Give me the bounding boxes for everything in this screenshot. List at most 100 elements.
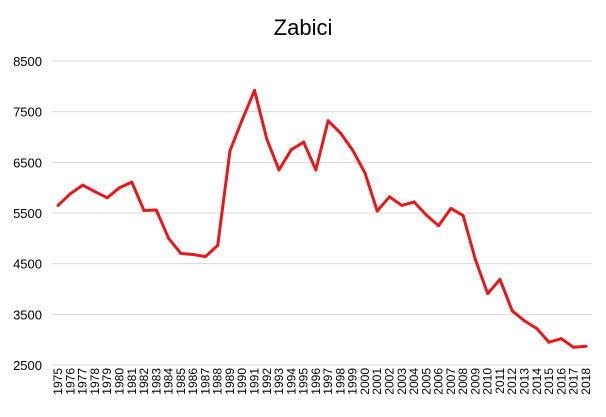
data-point [228,149,232,153]
x-tick-label: 1977 [76,368,90,395]
x-tick-label: 2013 [518,368,532,395]
data-point [338,131,342,135]
x-tick-label: 2015 [542,368,556,395]
data-point [486,292,490,296]
data-point [265,137,269,141]
x-tick-label: 2014 [530,368,544,395]
x-tick-label: 2003 [395,368,409,395]
data-point [142,208,146,212]
x-tick-label: 1984 [162,368,176,395]
x-tick-label: 2018 [579,368,593,395]
data-point [461,214,465,218]
data-point [584,344,588,348]
x-tick-label: 2004 [407,368,421,395]
x-tick-label: 1996 [309,368,323,395]
x-tick-label: 1992 [260,368,274,395]
y-tick-label: 2500 [13,358,42,373]
y-tick-label: 3500 [13,307,42,322]
data-point [289,148,293,152]
data-point [547,340,551,344]
data-point [105,196,109,200]
data-point [424,213,428,217]
data-point [253,88,256,92]
x-tick-label: 1978 [88,368,102,395]
data-point [498,277,502,281]
x-tick-label: 2007 [444,368,458,395]
data-point [302,140,306,144]
data-point [203,255,207,259]
data-point [473,258,477,262]
x-tick-label: 2006 [432,368,446,395]
x-tick-label: 1998 [333,368,347,395]
x-tick-label: 2010 [481,368,495,395]
data-point [130,180,134,184]
y-axis-tick-labels: 2500 3500 4500 5500 6500 7500 8500 [13,54,42,373]
data-point [437,224,441,228]
data-point [314,168,318,172]
data-point [375,209,379,213]
y-tick-label: 5500 [13,206,42,221]
data-point [216,243,220,247]
x-tick-label: 2016 [554,368,568,395]
data-point [240,118,244,122]
data-point [388,195,391,199]
data-point [277,168,281,172]
data-point [93,190,97,194]
x-tick-label: 2005 [419,368,433,395]
data-point [523,319,526,323]
data-point [510,309,514,313]
data-point [191,253,195,257]
x-tick-label: 1975 [51,368,65,395]
data-point [118,186,121,190]
x-tick-label: 1987 [198,368,212,395]
x-axis-tick-labels: 1975197619771978197919801981198219831984… [51,368,593,395]
data-point [351,148,355,152]
x-tick-label: 1993 [272,368,286,395]
data-point [68,192,72,196]
x-tick-label: 2001 [370,368,384,395]
gridlines [52,60,592,366]
data-point [363,171,367,175]
x-tick-label: 1985 [174,368,188,395]
data-point [559,337,563,341]
x-tick-label: 1979 [100,368,114,395]
series-lines [56,88,588,349]
x-tick-label: 2011 [493,368,507,394]
x-tick-label: 1980 [113,368,127,395]
data-point [400,203,404,207]
x-tick-label: 1976 [63,368,77,395]
chart-title: Zabici [274,15,333,40]
y-tick-label: 8500 [13,54,42,69]
x-tick-label: 2009 [468,368,482,395]
x-tick-label: 1989 [223,368,237,395]
data-point [326,119,330,123]
x-tick-label: 1986 [186,368,200,395]
x-tick-label: 1999 [346,368,360,395]
x-tick-label: 1990 [235,368,249,395]
x-tick-label: 1997 [321,368,335,395]
series-line-0 [56,88,588,349]
data-point [154,208,158,212]
y-tick-label: 6500 [13,155,42,170]
x-tick-label: 1982 [137,368,151,395]
data-point [167,236,171,240]
data-point [412,200,416,204]
x-tick-label: 2000 [358,368,372,395]
x-tick-label: 1981 [125,368,139,395]
x-tick-label: 2017 [567,368,581,395]
x-tick-label: 1988 [211,368,225,395]
x-tick-label: 1995 [297,368,311,395]
y-tick-label: 4500 [13,257,42,272]
data-point [535,327,539,331]
y-tick-label: 7500 [13,105,42,120]
data-point [449,206,453,210]
x-tick-label: 1991 [248,368,262,395]
data-point [56,203,60,207]
data-point [572,345,576,349]
data-point [81,183,85,187]
x-tick-label: 1983 [149,368,163,395]
x-tick-label: 2012 [505,368,519,395]
x-tick-label: 2002 [383,368,397,395]
data-point [179,252,183,256]
